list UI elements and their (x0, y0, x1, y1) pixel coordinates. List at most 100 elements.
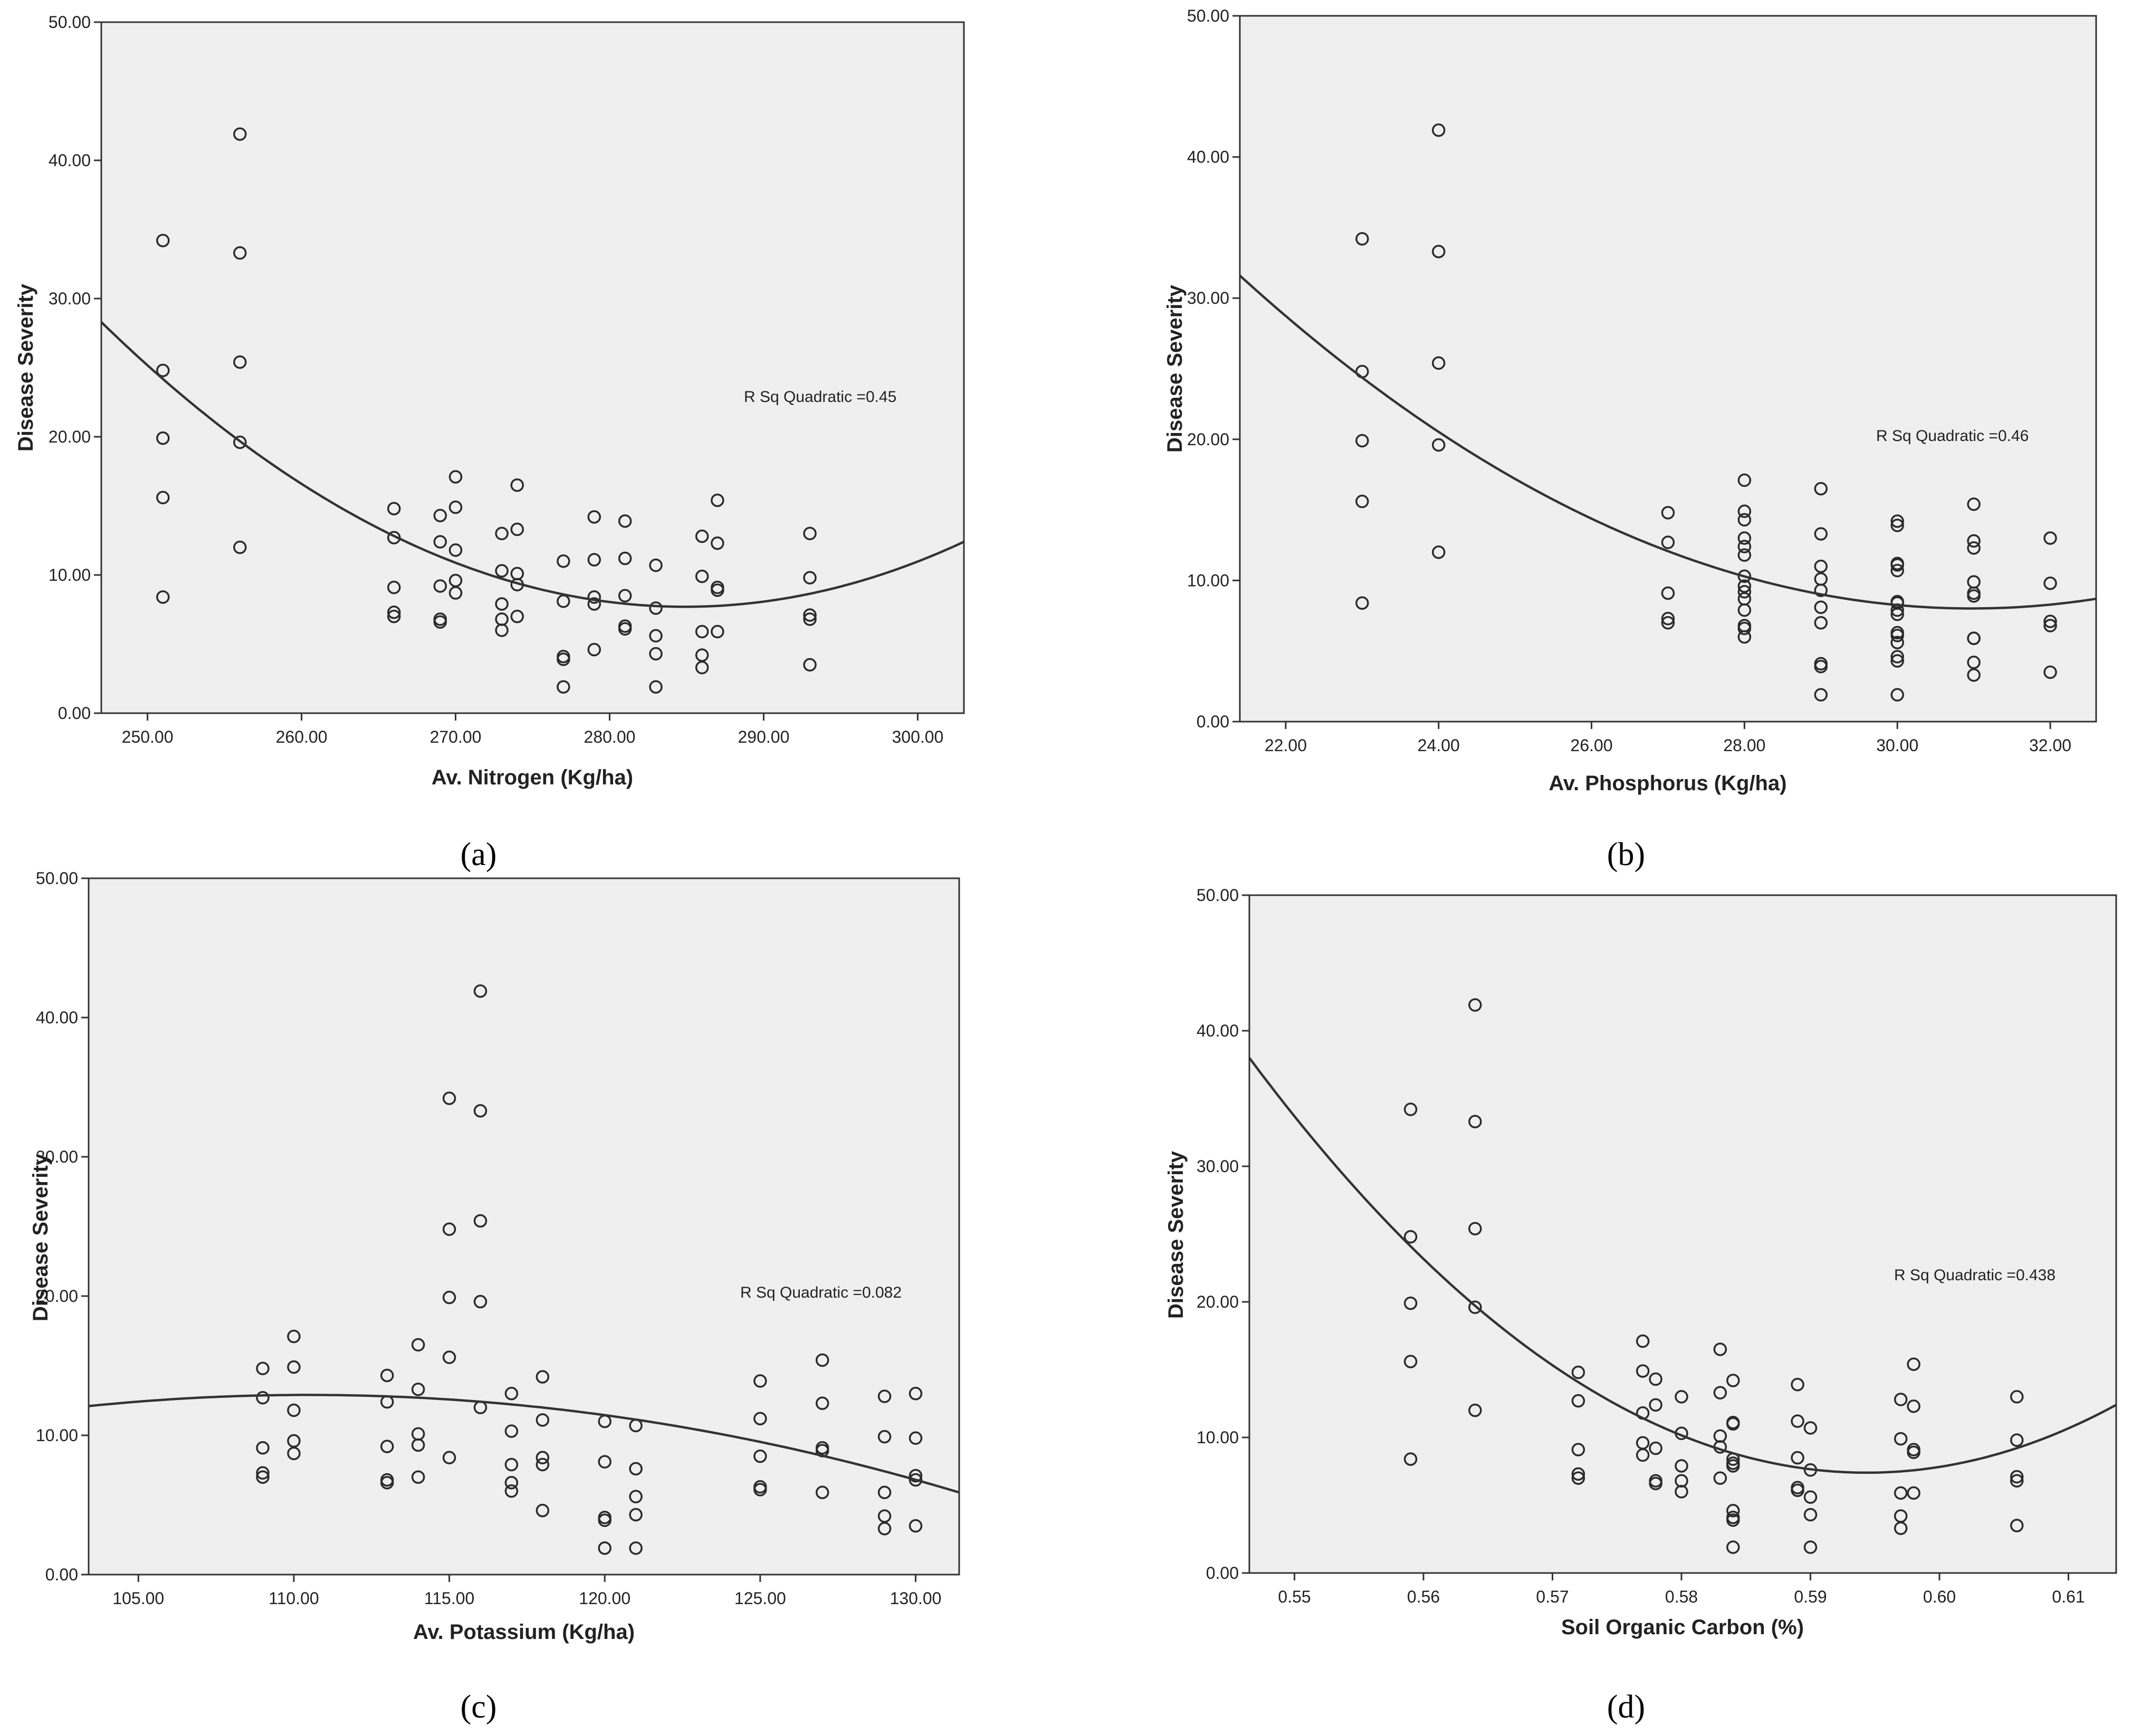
y-axis-title-b: Disease Severity (1163, 284, 1187, 453)
data-point-c-67 (909, 1469, 923, 1483)
data-point-d-12 (1571, 1443, 1585, 1456)
x-tick-label-b-3: 28.00 (1723, 736, 1765, 755)
data-point-b-16 (1737, 504, 1752, 519)
y-tick-label-c-5: 50.00 (36, 869, 78, 888)
data-point-a-68 (803, 612, 817, 626)
x-tick-label-a-3: 280.00 (584, 727, 636, 746)
data-point-d-60 (1907, 1357, 1920, 1371)
y-tick-label-a-1: 10.00 (49, 565, 91, 584)
data-point-a-26 (495, 564, 509, 578)
data-point-a-13 (387, 605, 401, 619)
data-point-b-29 (1814, 482, 1828, 496)
data-point-b-38 (1814, 688, 1828, 702)
data-point-b-23 (1737, 585, 1752, 599)
quadratic-fit-line-c (88, 1394, 960, 1494)
data-point-a-17 (433, 579, 447, 593)
y-tick-label-a-2: 20.00 (49, 427, 91, 446)
data-point-b-67 (2043, 619, 2057, 632)
y-tick-label-a-5: 50.00 (49, 13, 91, 32)
data-point-c-41 (598, 1455, 611, 1469)
panel-label-b: (b) (1607, 837, 1645, 872)
data-point-a-65 (803, 526, 817, 541)
data-point-d-59 (1894, 1521, 1908, 1535)
data-point-a-50 (649, 558, 663, 572)
x-axis-title-a: Av. Nitrogen (Kg/ha) (432, 766, 633, 789)
data-point-c-50 (753, 1374, 767, 1388)
data-point-a-3 (156, 491, 170, 505)
data-point-b-65 (2043, 577, 2057, 590)
x-tick-label-d-2: 0.57 (1536, 1587, 1569, 1606)
panel-label-a: (a) (461, 837, 497, 872)
data-point-a-6 (233, 246, 247, 260)
data-point-a-1 (156, 363, 170, 377)
data-point-a-46 (618, 551, 632, 565)
y-tick-label-c-1: 10.00 (36, 1426, 78, 1445)
data-point-d-21 (1649, 1398, 1662, 1412)
data-point-d-47 (1791, 1451, 1804, 1465)
y-tick-label-d-2: 20.00 (1197, 1292, 1239, 1311)
data-point-c-3 (256, 1466, 270, 1480)
data-point-c-60 (877, 1389, 892, 1403)
data-point-b-17 (1737, 513, 1752, 527)
data-point-a-16 (433, 535, 447, 549)
data-point-d-55 (1894, 1393, 1908, 1406)
data-point-a-30 (510, 478, 524, 492)
data-point-c-46 (629, 1462, 643, 1476)
data-point-c-37 (536, 1451, 550, 1464)
data-point-a-25 (495, 526, 509, 541)
data-point-a-35 (557, 554, 570, 568)
data-point-a-42 (587, 590, 601, 604)
data-point-b-64 (2043, 531, 2057, 545)
data-point-c-38 (536, 1457, 550, 1472)
data-point-c-44 (598, 1541, 611, 1555)
y-tick-label-a-0: 0.00 (58, 704, 91, 723)
data-point-d-22 (1649, 1441, 1662, 1455)
data-point-b-39 (1890, 514, 1904, 528)
data-point-b-56 (1967, 541, 1981, 555)
panel-label-c: (c) (461, 1689, 497, 1725)
y-tick-label-c-3: 30.00 (36, 1147, 78, 1166)
data-point-d-57 (1894, 1486, 1908, 1500)
quadratic-fit-line-b (1239, 274, 2097, 610)
data-point-a-61 (711, 536, 724, 550)
data-point-c-28 (473, 1294, 487, 1309)
data-point-c-33 (504, 1476, 519, 1490)
y-tick-label-d-3: 30.00 (1197, 1157, 1239, 1176)
x-tick-label-d-1: 0.56 (1407, 1587, 1440, 1606)
data-point-a-41 (587, 553, 601, 567)
data-point-b-18 (1737, 531, 1752, 545)
data-point-a-14 (387, 609, 401, 624)
data-point-d-63 (1907, 1445, 1920, 1460)
data-point-c-6 (287, 1360, 301, 1374)
x-tick-label-a-0: 250.00 (122, 727, 174, 746)
plot-area-c (88, 877, 960, 1576)
data-point-a-49 (618, 622, 632, 636)
data-point-b-10 (1661, 506, 1675, 520)
x-tick-label-d-5: 0.60 (1923, 1587, 1956, 1606)
data-point-c-9 (287, 1446, 301, 1461)
data-point-d-2 (1403, 1296, 1418, 1310)
data-point-d-49 (1791, 1483, 1804, 1497)
x-tick-label-d-3: 0.58 (1665, 1587, 1698, 1606)
data-point-b-15 (1737, 473, 1752, 487)
data-point-b-49 (1890, 629, 1904, 642)
data-point-a-44 (587, 642, 601, 657)
x-tick-label-b-5: 32.00 (2029, 736, 2071, 755)
data-point-b-63 (1967, 668, 1981, 682)
ticks-a: 250.00 260.00 270.00 280.00 290.00 300.00 0.00… (49, 13, 943, 746)
data-point-c-7 (287, 1403, 301, 1417)
y-tick-label-b-1: 10.00 (1187, 571, 1229, 590)
data-point-b-9 (1432, 545, 1446, 559)
data-point-b-68 (2043, 665, 2057, 679)
x-tick-label-a-1: 260.00 (276, 727, 328, 746)
data-point-a-66 (803, 571, 817, 584)
data-point-a-69 (803, 658, 817, 672)
data-point-b-2 (1355, 434, 1369, 448)
data-point-b-33 (1814, 583, 1828, 597)
data-point-d-11 (1571, 1394, 1585, 1408)
data-point-a-34 (510, 609, 524, 624)
data-point-a-29 (495, 624, 509, 637)
data-point-c-43 (598, 1513, 611, 1527)
data-point-c-2 (256, 1441, 270, 1455)
data-point-d-0 (1403, 1102, 1418, 1116)
